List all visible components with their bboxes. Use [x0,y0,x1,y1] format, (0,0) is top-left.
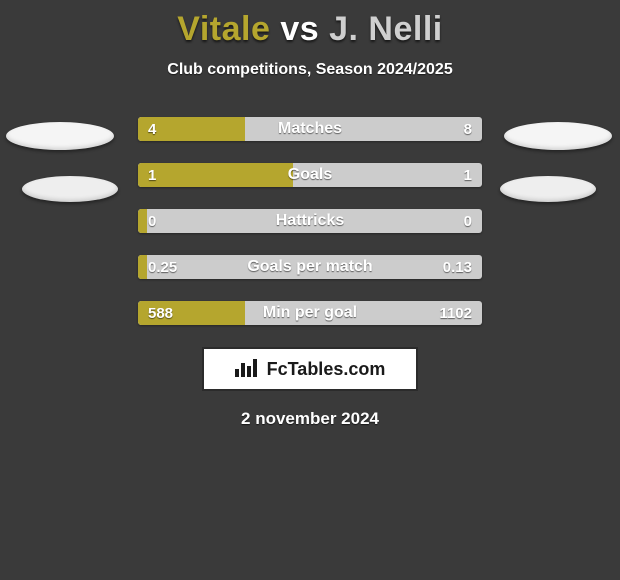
snapshot-date: 2 november 2024 [0,409,620,429]
stat-value-left: 0 [148,209,156,233]
stat-value-right: 0 [464,209,472,233]
brand-box: FcTables.com [202,347,418,391]
stat-value-right: 8 [464,117,472,141]
comparison-title: Vitale vs J. Nelli [0,0,620,49]
player-right-club-placeholder-1 [504,122,612,150]
stat-row: 1 Goals 1 [138,163,482,187]
player-right-name: J. Nelli [329,10,443,48]
stat-value-left: 0.25 [148,255,177,279]
stat-label: Goals per match [138,255,482,279]
subtitle: Club competitions, Season 2024/2025 [0,61,620,79]
stat-bar-left [138,163,293,187]
stat-row: 0 Hattricks 0 [138,209,482,233]
player-left-club-placeholder-2 [22,176,118,202]
stat-value-right: 1 [464,163,472,187]
stat-label: Hattricks [138,209,482,233]
vs-text: vs [280,10,319,48]
stat-rows: 4 Matches 8 1 Goals 1 0 Hattricks 0 0.25… [138,117,482,325]
brand-bars-icon [235,357,261,382]
player-left-club-placeholder-1 [6,122,114,150]
stat-bar-left [138,209,147,233]
stat-value-left: 4 [148,117,156,141]
player-right-club-placeholder-2 [500,176,596,202]
stat-value-left: 588 [148,301,173,325]
stat-value-left: 1 [148,163,156,187]
stat-bar-left [138,255,147,279]
player-left-name: Vitale [177,10,270,48]
stat-value-right: 1102 [439,301,472,325]
brand-text: FcTables.com [267,359,386,380]
stat-row: 588 Min per goal 1102 [138,301,482,325]
stat-value-right: 0.13 [443,255,472,279]
stat-row: 0.25 Goals per match 0.13 [138,255,482,279]
stat-row: 4 Matches 8 [138,117,482,141]
